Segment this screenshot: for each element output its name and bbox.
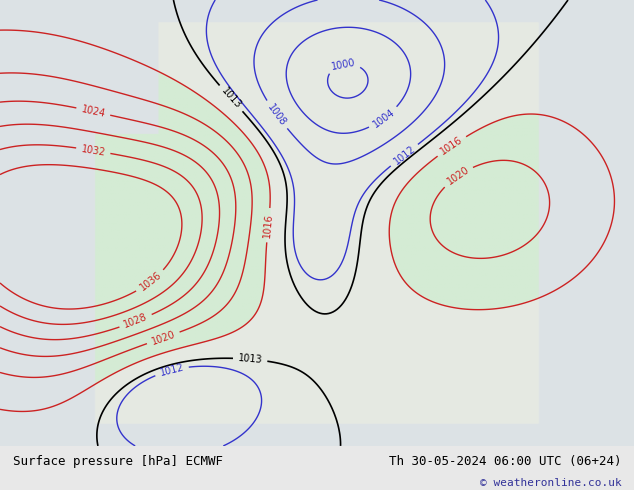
Text: 1012: 1012 — [158, 363, 185, 378]
Text: 1013: 1013 — [219, 86, 243, 111]
Text: 1000: 1000 — [330, 57, 356, 72]
Text: 1036: 1036 — [138, 270, 164, 293]
Text: Th 30-05-2024 06:00 UTC (06+24): Th 30-05-2024 06:00 UTC (06+24) — [389, 455, 621, 468]
Text: 1020: 1020 — [150, 329, 176, 347]
Text: 1032: 1032 — [81, 144, 107, 157]
Text: 1004: 1004 — [371, 107, 397, 129]
Text: 1028: 1028 — [122, 312, 149, 330]
Text: 1016: 1016 — [439, 135, 465, 157]
Text: Surface pressure [hPa] ECMWF: Surface pressure [hPa] ECMWF — [13, 455, 223, 468]
Text: 1012: 1012 — [392, 144, 417, 167]
Text: 1020: 1020 — [445, 165, 471, 187]
Text: 1008: 1008 — [266, 102, 288, 128]
Text: © weatheronline.co.uk: © weatheronline.co.uk — [479, 478, 621, 489]
Text: 1024: 1024 — [81, 104, 107, 119]
Text: 1016: 1016 — [262, 213, 275, 238]
Text: 1013: 1013 — [238, 353, 263, 365]
